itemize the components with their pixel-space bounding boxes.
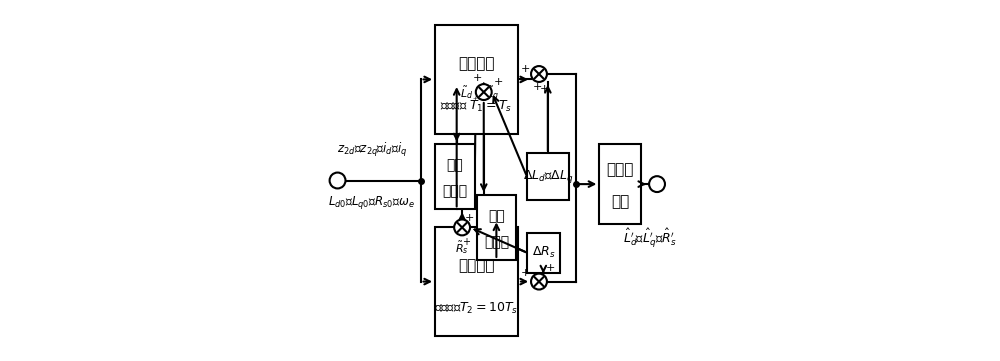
Text: $+$: $+$ (472, 72, 482, 83)
Text: $+$: $+$ (464, 212, 474, 223)
Text: $+$: $+$ (532, 81, 542, 92)
Circle shape (531, 66, 547, 82)
Circle shape (330, 173, 345, 188)
Circle shape (649, 176, 665, 192)
Circle shape (476, 84, 492, 100)
Text: $\tilde{L}_{d_+}$: $\tilde{L}_{d_+}$ (460, 85, 478, 103)
Text: 波器: 波器 (611, 194, 629, 209)
FancyBboxPatch shape (435, 227, 518, 336)
Text: 执行周期$T_2=10T_s$: 执行周期$T_2=10T_s$ (434, 301, 519, 316)
Text: 保持器: 保持器 (484, 235, 509, 249)
Text: $+$: $+$ (493, 76, 503, 87)
Text: 零阶: 零阶 (446, 158, 463, 172)
Text: $\hat{L}_d^{\prime}$、$\hat{L}_q^{\prime}$、$\hat{R}_s^{\prime}$: $\hat{L}_d^{\prime}$、$\hat{L}_q^{\prime}… (623, 227, 677, 250)
FancyBboxPatch shape (435, 25, 518, 134)
Circle shape (454, 219, 470, 235)
Text: 保持器: 保持器 (442, 184, 467, 198)
Text: $L_{d0}$、$L_{q0}$、$R_{s0}$、$\omega_e$: $L_{d0}$、$L_{q0}$、$R_{s0}$、$\omega_e$ (328, 193, 415, 211)
Text: $+$: $+$ (520, 267, 530, 278)
FancyBboxPatch shape (477, 195, 516, 260)
Text: $+$: $+$ (471, 224, 481, 235)
Text: 低通滤: 低通滤 (606, 162, 634, 177)
Text: $+$: $+$ (545, 262, 555, 273)
Text: $\tilde{L}_q$: $\tilde{L}_q$ (486, 84, 499, 104)
Text: $+$: $+$ (539, 83, 549, 94)
FancyBboxPatch shape (527, 153, 569, 200)
Text: 执行周期 $T_1=T_s$: 执行周期 $T_1=T_s$ (440, 99, 513, 114)
Text: $\Delta R_s$: $\Delta R_s$ (532, 245, 555, 260)
Text: 零阶: 零阶 (488, 209, 505, 223)
Text: $\Delta L_d$、$\Delta L_q$: $\Delta L_d$、$\Delta L_q$ (523, 168, 573, 186)
FancyBboxPatch shape (599, 144, 641, 224)
FancyBboxPatch shape (435, 144, 475, 209)
Text: 电阻辨识: 电阻辨识 (458, 258, 495, 273)
Text: $+$: $+$ (462, 236, 471, 247)
Text: $\tilde{R}_s$: $\tilde{R}_s$ (455, 239, 469, 256)
FancyBboxPatch shape (527, 233, 560, 273)
Text: $+$: $+$ (520, 63, 530, 74)
Text: 电感辨识: 电感辨识 (458, 56, 495, 71)
Circle shape (531, 274, 547, 290)
Text: $z_{2d}$、$z_{2q}$、$i_d$、$i_q$: $z_{2d}$、$z_{2q}$、$i_d$、$i_q$ (337, 141, 407, 159)
